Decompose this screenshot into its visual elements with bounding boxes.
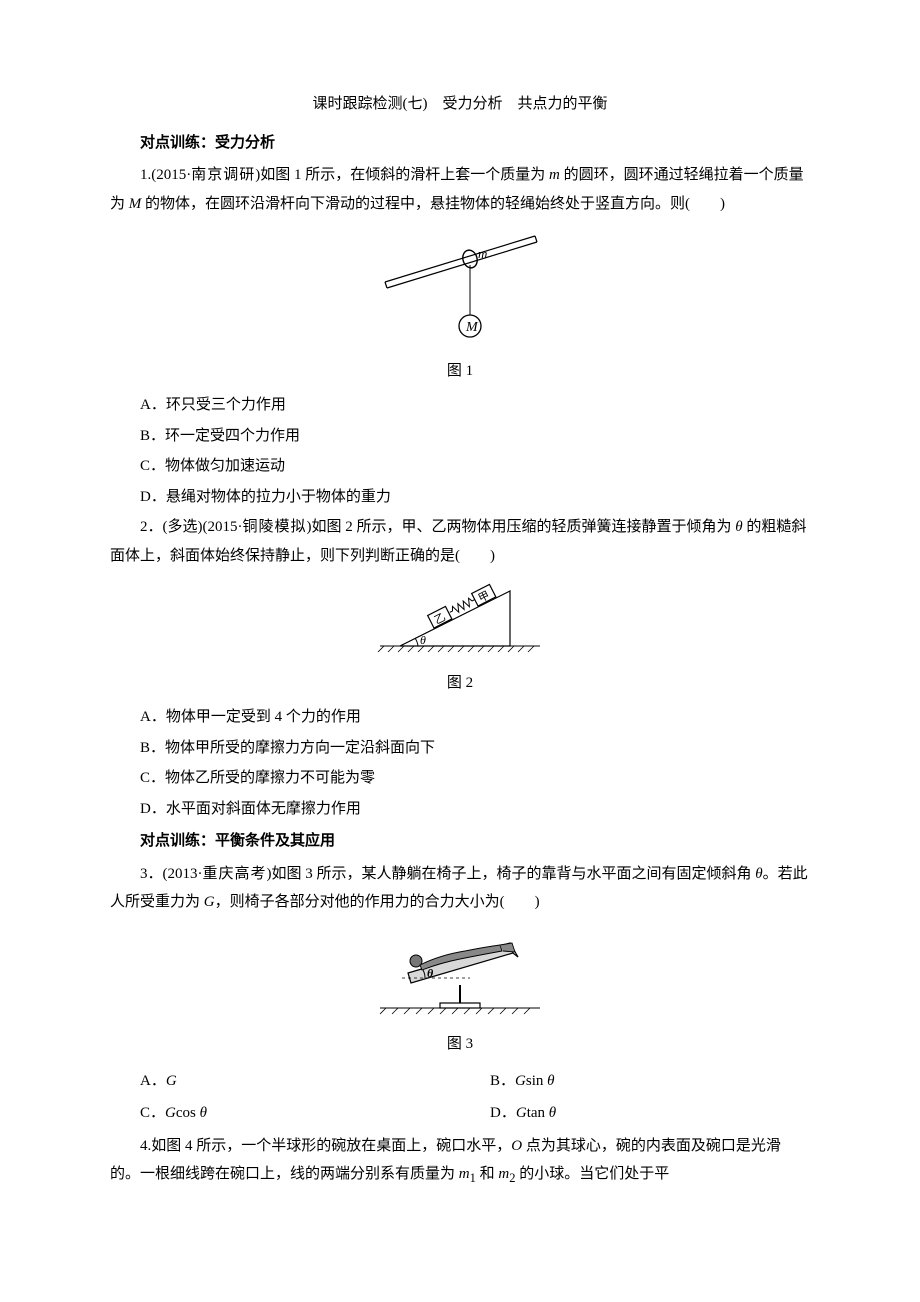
q1-M: M [129,196,142,212]
q3-B-pre: B． [490,1073,515,1089]
q1-m: m [549,167,560,183]
fig2-theta-label: θ [420,633,426,647]
q3-num: 3． [140,866,163,882]
q3-part3: ，则椅子各部分对他的作用力的合力大小为( ) [215,894,540,910]
q3-D-theta: θ [549,1105,556,1121]
q3-option-D: D．Gtan θ [460,1099,810,1128]
title-part-a: 课时跟踪检测(七) [312,96,427,112]
q3-figure: θ [110,923,810,1029]
q1-option-A: A．环只受三个力作用 [110,391,810,420]
q3-G: G [204,894,215,910]
q1-source-c: )如图 1 所示，在倾斜的滑杆上套一个质量为 [255,167,549,183]
q3-options-row-1: A．G B．Gsin θ [110,1065,810,1098]
q2-caption: 图 2 [110,669,810,698]
q4-part1: 如图 4 所示，一个半球形的碗放在桌面上，碗口水平， [151,1138,511,1154]
q2-source-b: 铜陵模拟 [243,518,307,535]
q4-m1a: m [459,1166,470,1182]
q2-option-B: B．物体甲所受的摩擦力方向一定沿斜面向下 [110,734,810,763]
q3-B-G: G [515,1073,526,1089]
q2-figure: θ 乙 甲 [110,576,810,667]
q3-C-G: G [165,1105,176,1121]
q3-source-a: (2013· [163,866,203,882]
q2-num: 2． [140,519,163,535]
q3-D-G: G [516,1105,527,1121]
q4-num: 4. [140,1138,151,1154]
q3-C-cos: cos [176,1105,200,1121]
section-heading-2: 对点训练：平衡条件及其应用 [110,827,810,856]
q4-part3: 的小球。当它们处于平 [515,1166,669,1182]
q3-C-theta: θ [200,1105,207,1121]
q1-option-B: B．环一定受四个力作用 [110,422,810,451]
q2-stem: 2．(多选)(2015·铜陵模拟)如图 2 所示，甲、乙两物体用压缩的轻质弹簧连… [110,513,810,570]
q3-A-pre: A． [140,1073,166,1089]
q3-option-A: A．G [110,1067,460,1096]
q1-stem: 1.(2015·南京调研)如图 1 所示，在倾斜的滑杆上套一个质量为 m 的圆环… [110,161,810,218]
q3-theta: θ [755,866,762,882]
q3-D-tan: tan [527,1105,549,1121]
q3-stem: 3．(2013·重庆高考)如图 3 所示，某人静躺在椅子上，椅子的靠背与水平面之… [110,860,810,917]
q4-stem: 4.如图 4 所示，一个半球形的碗放在桌面上，碗口水平，O 点为其球心，碗的内表… [110,1132,810,1191]
q4-m2a: m [498,1166,509,1182]
q1-num: 1. [140,167,151,183]
page-title: 课时跟踪检测(七) 受力分析 共点力的平衡 [110,90,810,119]
q2-theta: θ [735,519,742,535]
q3-source-c: )如图 3 所示，某人静躺在椅子上，椅子的靠背与水平面之间有固定倾斜角 [267,866,756,882]
q1-source-a: (2015· [151,167,191,183]
q3-D-pre: D． [490,1105,516,1121]
q2-option-C: C．物体乙所受的摩擦力不可能为零 [110,764,810,793]
q2-option-D: D．水平面对斜面体无摩擦力作用 [110,795,810,824]
q3-B-sin: sin [526,1073,547,1089]
q1-figure: m M [110,224,810,355]
q1-part3: 的物体，在圆环沿滑杆向下滑动的过程中，悬挂物体的轻绳始终处于竖直方向。则( ) [141,196,725,212]
fig3-theta-label: θ [427,966,434,980]
q3-caption: 图 3 [110,1030,810,1059]
q3-option-B: B．Gsin θ [460,1067,810,1096]
q1-caption: 图 1 [110,357,810,386]
q1-option-D: D．悬绳对物体的拉力小于物体的重力 [110,483,810,512]
q3-B-theta: θ [547,1073,554,1089]
q3-options-row-2: C．Gcos θ D．Gtan θ [110,1097,810,1130]
fig1-m-label: m [478,246,487,261]
q4-and: 和 [476,1166,499,1182]
title-part-b: 受力分析 共点力的平衡 [443,96,608,112]
q1-option-C: C．物体做匀加速运动 [110,452,810,481]
q2-option-A: A．物体甲一定受到 4 个力的作用 [110,703,810,732]
q2-source-a: (2015· [203,519,243,535]
q4-O: O [511,1138,522,1154]
q3-A-G: G [166,1073,177,1089]
q1-source-b: 南京调研 [191,166,255,183]
q2-multi: (多选) [163,519,203,535]
q2-source-c: )如图 2 所示，甲、乙两物体用压缩的轻质弹簧连接静置于倾角为 [307,519,736,535]
q3-source-b: 重庆高考 [203,865,267,882]
q3-C-pre: C． [140,1105,165,1121]
q3-option-C: C．Gcos θ [110,1099,460,1128]
section-heading-1: 对点训练：受力分析 [110,129,810,158]
fig1-M-label: M [465,320,479,335]
